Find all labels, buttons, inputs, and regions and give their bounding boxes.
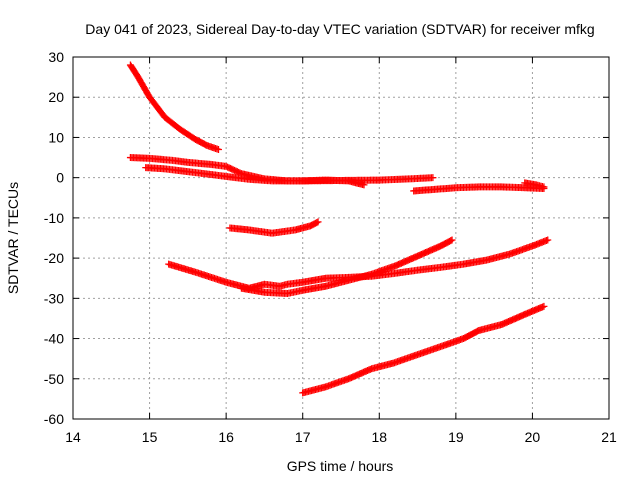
- x-tick-label: 21: [601, 429, 617, 445]
- x-tick-label: 14: [65, 429, 81, 445]
- x-tick-label: 15: [142, 429, 158, 445]
- y-tick-label: -40: [44, 331, 64, 347]
- y-tick-label: -30: [44, 290, 64, 306]
- x-tick-label: 17: [295, 429, 311, 445]
- series-5: [521, 179, 548, 191]
- y-tick-label: -10: [44, 210, 64, 226]
- series-6: [226, 218, 322, 237]
- x-tick-label: 16: [218, 429, 234, 445]
- axis-ticks: 14 15 16 17 18 19 20 21 -60 -50 -40 -30 -20 -10 0 10 20 3…: [44, 49, 617, 445]
- y-tick-label: 10: [48, 129, 64, 145]
- y-tick-label: -20: [44, 250, 64, 266]
- grid: [73, 57, 609, 419]
- x-axis-label: GPS time / hours: [287, 458, 394, 474]
- series-9: [299, 302, 548, 397]
- data-point: [540, 302, 548, 310]
- data-point: [448, 236, 456, 244]
- data-point: [314, 218, 322, 226]
- data-point: [214, 146, 222, 154]
- data-point: [313, 219, 321, 227]
- y-tick-label: -50: [44, 371, 64, 387]
- data-point: [540, 183, 548, 191]
- series-1: [126, 61, 222, 154]
- data-points: [126, 61, 552, 397]
- plot-frame: [72, 56, 610, 420]
- x-tick-label: 19: [448, 429, 464, 445]
- series-8: [237, 236, 456, 298]
- chart-title: Day 041 of 2023, Sidereal Day-to-day VTE…: [85, 21, 594, 37]
- y-axis-label: SDTVAR / TECUs: [5, 182, 21, 294]
- x-tick-label: 18: [371, 429, 387, 445]
- series-3: [142, 164, 437, 185]
- y-tick-label: -60: [44, 411, 64, 427]
- data-point: [429, 174, 437, 182]
- y-tick-label: 0: [56, 170, 64, 186]
- x-tick-label: 20: [525, 429, 541, 445]
- y-tick-label: 20: [48, 89, 64, 105]
- data-point: [447, 237, 455, 245]
- data-point: [544, 236, 552, 244]
- y-tick-label: 30: [48, 49, 64, 65]
- series-7: [165, 236, 552, 292]
